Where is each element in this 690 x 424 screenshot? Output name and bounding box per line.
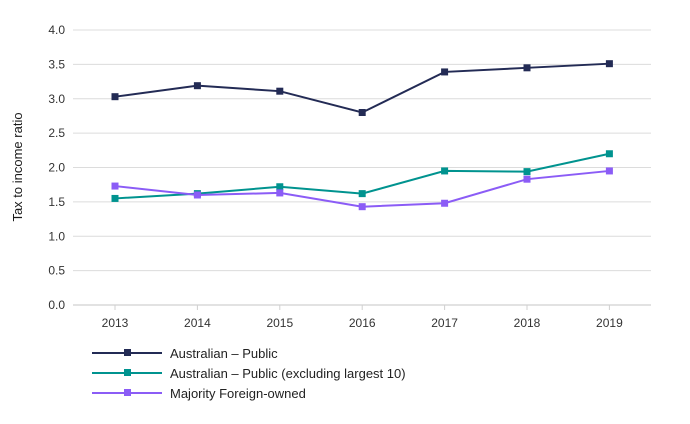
y-tick-label: 1.0 [48, 229, 65, 243]
data-point [358, 109, 366, 116]
series-line [114, 62, 610, 114]
series-2 [111, 167, 613, 211]
data-point [523, 64, 531, 72]
data-point [111, 93, 119, 101]
data-point [276, 183, 284, 191]
y-tick-label: 4.0 [48, 23, 65, 37]
legend-item-australian-public-excl-largest-10[interactable]: Australian – Public (excluding largest 1… [92, 363, 406, 383]
data-point [441, 199, 449, 207]
data-point [276, 87, 284, 95]
x-tick-label: 2018 [514, 316, 541, 330]
data-point [193, 82, 201, 90]
data-point [605, 150, 613, 158]
gridlines [73, 29, 651, 306]
x-tick-label: 2013 [102, 316, 129, 330]
data-point [523, 175, 531, 183]
legend-label: Majority Foreign-owned [170, 385, 306, 401]
data-point [441, 68, 449, 76]
legend-label: Australian – Public (excluding largest 1… [170, 365, 406, 381]
y-axis-title: Tax to income ratio [10, 112, 25, 221]
square-marker-icon [124, 389, 131, 396]
y-tick-label: 2.0 [48, 161, 65, 175]
y-tick-label: 3.5 [48, 57, 65, 71]
y-tick-label: 2.5 [48, 126, 65, 140]
series-0 [111, 60, 613, 116]
x-tick-label: 2016 [349, 316, 376, 330]
data-point [523, 168, 531, 176]
legend: Australian – Public Australian – Public … [92, 343, 406, 403]
legend-item-majority-foreign-owned[interactable]: Majority Foreign-owned [92, 383, 406, 403]
x-tick-label: 2019 [596, 316, 623, 330]
data-point [441, 167, 449, 175]
y-tick-label: 0.0 [48, 298, 65, 312]
data-point [111, 182, 119, 190]
data-point [111, 194, 119, 202]
y-tick-label: 3.0 [48, 92, 65, 106]
legend-item-australian-public[interactable]: Australian – Public [92, 343, 406, 363]
y-axis-ticks: 0.0 0.5 1.0 1.5 2.0 2.5 3.0 3.5 4.0 [48, 23, 65, 312]
legend-swatch [92, 343, 162, 363]
data-point [605, 167, 613, 175]
x-tick-label: 2017 [431, 316, 458, 330]
x-tick-label: 2015 [266, 316, 293, 330]
x-axis: 2013 2014 2015 2016 2017 2018 2019 [102, 305, 623, 330]
data-point [358, 203, 366, 211]
legend-label: Australian – Public [170, 345, 278, 361]
data-point [358, 190, 366, 198]
square-marker-icon [124, 349, 131, 356]
data-point [193, 191, 201, 199]
series-group [111, 60, 613, 211]
y-tick-label: 0.5 [48, 264, 65, 278]
data-point [276, 189, 284, 197]
square-marker-icon [124, 369, 131, 376]
legend-swatch [92, 363, 162, 383]
legend-swatch [92, 383, 162, 403]
y-tick-label: 1.5 [48, 195, 65, 209]
data-point [605, 60, 613, 68]
x-tick-label: 2014 [184, 316, 211, 330]
series-line [114, 169, 610, 208]
